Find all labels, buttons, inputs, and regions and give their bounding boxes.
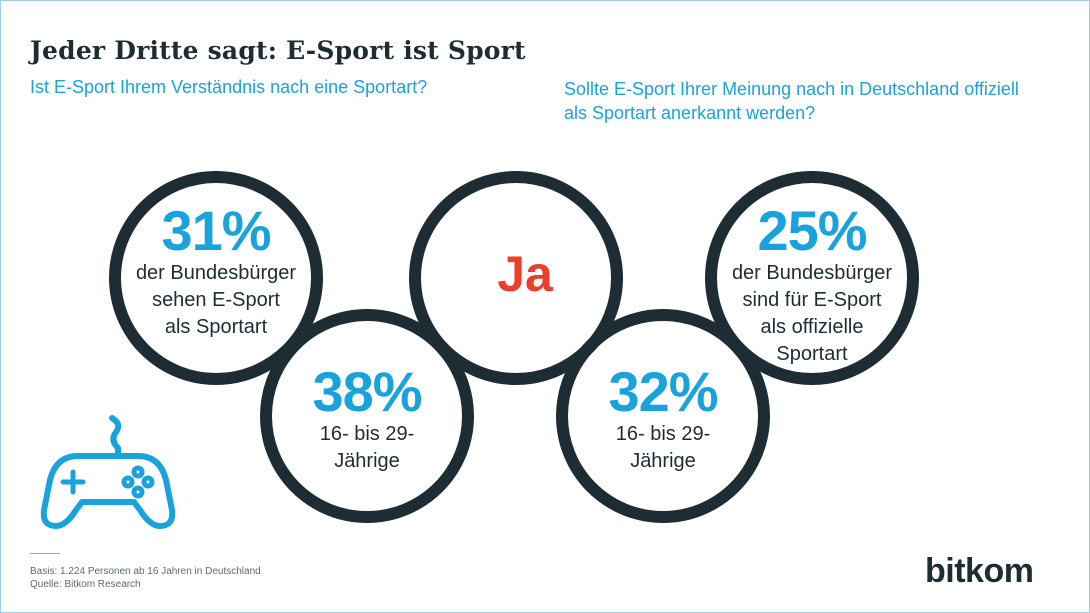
logo-part-kom: kom (965, 552, 1034, 590)
ring-top-center (409, 171, 623, 385)
stat-value: 31% (161, 199, 271, 262)
stat-description: 16- bis 29- Jährige (319, 423, 415, 472)
answer-label: Ja (497, 246, 553, 302)
stat-value: 25% (757, 199, 867, 262)
page-title: Jeder Dritte sagt: E-Sport ist Sport (30, 36, 526, 65)
question-right: Sollte E-Sport Ihrer Meinung nach in Deu… (564, 79, 1019, 123)
ring-bottom-right (556, 309, 770, 523)
question-left: Ist E-Sport Ihrem Verständnis nach eine … (30, 77, 428, 97)
stat-bundesbuerger-sportart: 31% der Bundesbürger sehen E-Sport als S… (116, 202, 316, 341)
stat-description: 16- bis 29- Jährige (615, 423, 711, 472)
bitkom-logo: bitkom (925, 552, 1034, 591)
ring-top-right (705, 171, 919, 385)
stat-value: 38% (312, 360, 422, 423)
stat-bundesbuerger-official: 25% der Bundesbürger sind für E-Sport al… (712, 202, 912, 368)
stat-young-official: 32% 16- bis 29- Jährige (563, 363, 763, 475)
logo-part-bit: bit (925, 552, 966, 590)
ring-top-left (109, 171, 323, 385)
stat-young-sportart: 38% 16- bis 29- Jährige (267, 363, 467, 475)
footnote-basis: Basis: 1.224 Personen ab 16 Jahren in De… (30, 566, 261, 577)
ring-bottom-left (260, 309, 474, 523)
footnote-divider (30, 553, 60, 554)
footnote-source: Quelle: Bitkom Research (30, 579, 141, 590)
stat-value: 32% (608, 360, 718, 423)
stat-description: der Bundesbürger sehen E-Sport als Sport… (135, 262, 297, 338)
gamepad-icon (40, 415, 176, 529)
stat-description: der Bundesbürger sind für E-Sport als of… (731, 262, 893, 365)
